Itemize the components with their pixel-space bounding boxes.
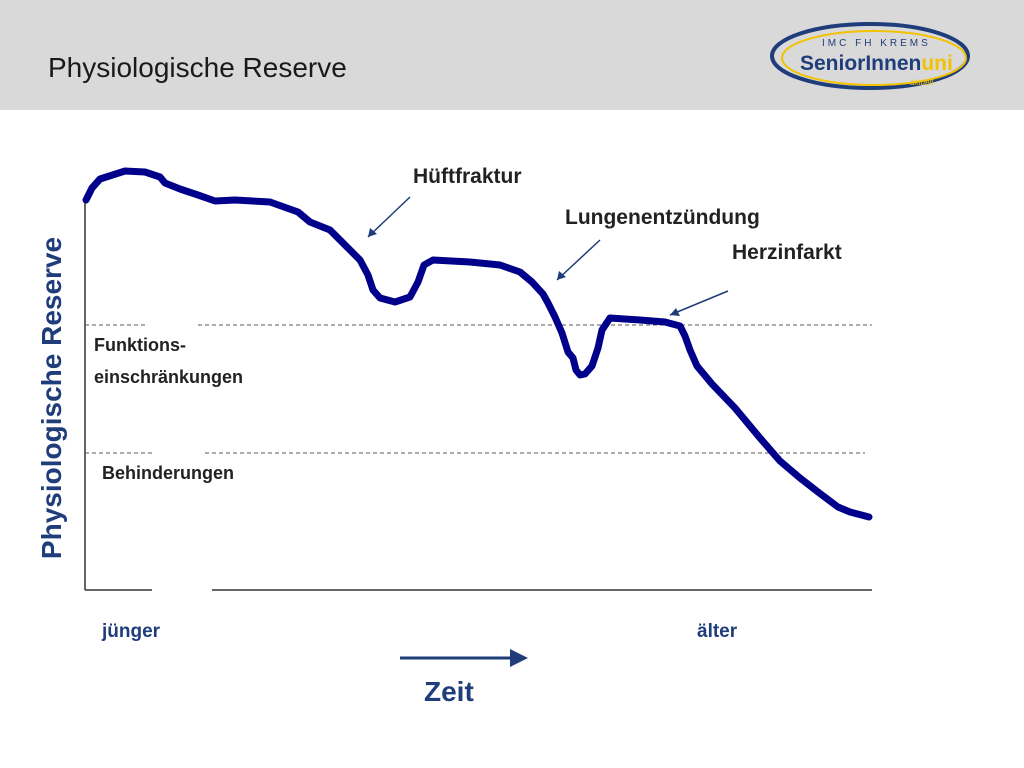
header-bar: Physiologische Reserve IMC FH KREMS Seni…	[0, 0, 1024, 110]
logo-top-text: IMC FH KREMS	[822, 38, 931, 49]
time-arrowhead	[510, 649, 528, 667]
start-label: jünger	[102, 621, 161, 642]
zone-label-functional-line1: Funktions-	[94, 335, 186, 355]
hueftfraktur-arrowhead	[368, 228, 377, 237]
time-label: Zeit	[424, 676, 474, 707]
herzinfarkt-arrow	[669, 290, 729, 316]
logo-main-text: SeniorInnenuni	[800, 52, 953, 75]
event-lungenentzuendung: Lungenentzündung	[565, 206, 760, 229]
y-axis-label: Physiologische Reserve	[36, 236, 67, 560]
senioren-uni-logo: IMC FH KREMS SeniorInnenuni aktuell	[770, 22, 970, 90]
event-herzinfarkt: Herzinfarkt	[732, 241, 842, 264]
event-hueftfraktur: Hüftfraktur	[413, 165, 522, 188]
reserve-curve	[82, 167, 873, 521]
lungenentzuendung-arrowhead	[557, 271, 566, 280]
logo-sub-text: aktuell	[910, 78, 933, 87]
end-label: älter	[697, 621, 738, 642]
zone-label-functional-line2: einschränkungen	[94, 367, 244, 387]
herzinfarkt-arrowhead	[670, 308, 680, 316]
page-title: Physiologische Reserve	[48, 52, 347, 83]
lungenentzuendung-arrow	[556, 239, 601, 281]
hueftfraktur-arrow	[367, 196, 411, 238]
zone-label-disability: Behinderungen	[102, 463, 235, 483]
